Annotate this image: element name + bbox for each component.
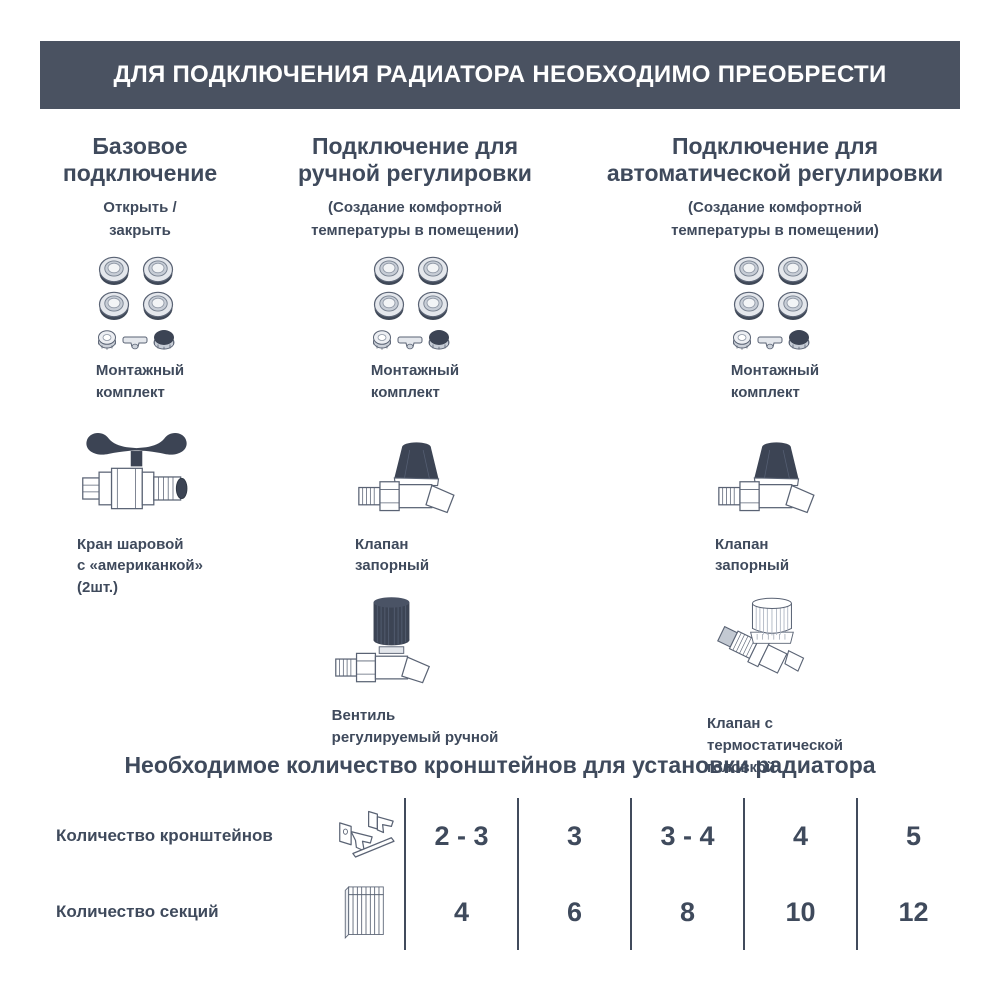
brackets-section-title: Необходимое количество кронштейнов для у…	[124, 752, 876, 778]
mounting-kit-icon	[371, 253, 451, 322]
brackets-count-cell: 3 - 4	[630, 798, 743, 874]
shutoff-valve-label: Клапан запорный	[715, 535, 790, 575]
column-title: Подключение для ручной регулировки	[298, 133, 532, 186]
thermostatic-valve-label: Клапан с термостатической головкой	[706, 715, 843, 776]
thermostatic-valve-item: Клапан с термостатической головкой	[707, 591, 843, 778]
brackets-count-cell: 3	[517, 798, 630, 874]
radiator-icon	[328, 874, 404, 950]
mounting-kit-item: Монтажный комплект	[371, 253, 459, 404]
column-basic-connection: Базовое подключение Открыть / закрыть Мо…	[30, 133, 250, 778]
column-subtitle: (Создание комфортной температуры в помещ…	[671, 199, 879, 239]
bracket-icon	[328, 798, 404, 874]
column-subtitle: Открыть / закрыть	[103, 199, 177, 239]
ball-valve-item: Кран шаровой с «американкой» (2шт.)	[77, 428, 203, 599]
header-title: ДЛЯ ПОДКЛЮЧЕНИЯ РАДИАТОРА НЕОБХОДИМО ПРЕ…	[113, 61, 887, 88]
mounting-kit-item: Монтажный комплект	[96, 253, 184, 404]
sections-count-cell: 12	[856, 874, 969, 950]
brackets-count-cell: 4	[743, 798, 856, 874]
shutoff-valve-icon	[355, 428, 475, 524]
shutoff-valve-icon	[715, 428, 835, 524]
mounting-kit-small-parts-icon	[96, 326, 176, 350]
manual-valve-label: Вентиль регулируемый ручной	[331, 707, 499, 746]
shutoff-valve-label: Клапан запорный	[355, 535, 430, 575]
mounting-kit-small-parts-icon	[371, 326, 451, 350]
ball-valve-icon	[77, 428, 197, 524]
column-manual-regulation: Подключение для ручной регулировки (Созд…	[250, 133, 580, 778]
brackets-table: Количество кронштейнов 2 - 3 3 3 - 4 4 5…	[56, 798, 969, 950]
shutoff-valve-item: Клапан запорный	[715, 428, 835, 578]
mounting-kit-label: Монтажный комплект	[730, 362, 820, 401]
header-banner: ДЛЯ ПОДКЛЮЧЕНИЯ РАДИАТОРА НЕОБХОДИМО ПРЕ…	[40, 41, 960, 109]
brackets-count-cell: 2 - 3	[404, 798, 517, 874]
mounting-kit-item: Монтажный комплект	[731, 253, 819, 404]
sections-count-cell: 10	[743, 874, 856, 950]
column-title: Базовое подключение	[62, 133, 218, 186]
sections-count-cell: 4	[404, 874, 517, 950]
sections-count-cell: 6	[517, 874, 630, 950]
mounting-kit-small-parts-icon	[731, 326, 811, 350]
sections-row-label: Количество секций	[56, 902, 219, 921]
column-automatic-regulation: Подключение для автоматической регулиров…	[580, 133, 970, 778]
connection-columns: Базовое подключение Открыть / закрыть Мо…	[30, 133, 970, 778]
column-subtitle: (Создание комфортной температуры в помещ…	[311, 199, 519, 239]
shutoff-valve-item: Клапан запорный	[355, 428, 475, 578]
brackets-count-cell: 5	[856, 798, 969, 874]
column-title: Подключение для автоматической регулиров…	[606, 133, 944, 186]
brackets-row-label: Количество кронштейнов	[56, 826, 273, 845]
mounting-kit-icon	[731, 253, 811, 322]
mounting-kit-label: Монтажный комплект	[95, 362, 185, 401]
mounting-kit-icon	[96, 253, 176, 322]
manual-valve-item: Вентиль регулируемый ручной	[331, 591, 499, 749]
sections-count-cell: 8	[630, 874, 743, 950]
manual-valve-icon	[332, 591, 450, 695]
thermostatic-valve-icon	[707, 591, 823, 703]
ball-valve-label: Кран шаровой с «американкой» (2шт.)	[77, 535, 203, 597]
mounting-kit-label: Монтажный комплект	[370, 362, 460, 401]
